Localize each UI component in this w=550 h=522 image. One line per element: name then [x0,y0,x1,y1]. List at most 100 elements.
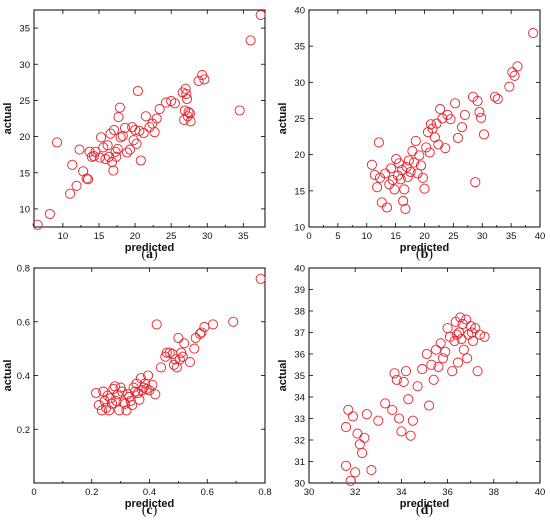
y-axis-label: actual [2,360,14,392]
y-tick-label: 20 [19,132,30,143]
data-point [435,338,446,349]
x-tick-label: 25 [448,231,459,242]
y-tick-label: 35 [19,24,30,35]
data-point [228,316,239,327]
data-point [155,362,167,373]
data-point [149,127,160,138]
y-axis-label: actual [277,103,289,135]
data-point [234,105,245,116]
x-tick-label: 35 [238,231,249,242]
x-tick-label: 0 [306,231,311,242]
data-point [417,172,428,183]
panel-caption-letter: b [421,247,429,262]
data-point [400,203,411,214]
data-point [181,93,193,105]
data-point [350,467,361,478]
x-tick-label: 10 [58,231,69,242]
data-point [207,319,219,330]
y-tick-label: 15 [294,186,305,197]
data-point [445,114,456,125]
data-point [255,10,266,21]
data-point [151,319,162,330]
data-point [199,74,210,85]
data-point [71,180,82,191]
data-point [117,386,128,397]
y-axis-label: actual [2,103,14,135]
x-tick-label: 40 [535,231,546,242]
data-point [245,35,256,46]
data-point [343,404,354,415]
plot-frame [308,267,541,484]
x-tick-label: 34 [396,487,407,498]
data-point [399,184,410,195]
y-tick-label: 10 [294,223,305,234]
x-tick-label: 38 [489,487,500,498]
y-tick-label: 37 [294,328,305,339]
data-point [470,177,481,188]
data-point [122,389,133,400]
data-point [176,347,187,358]
data-point [472,366,483,377]
y-tick-label: 33 [294,414,305,425]
data-point [366,465,377,476]
data-point [180,83,191,94]
data-point [407,146,418,157]
data-point [462,353,473,364]
data-point [403,394,414,405]
data-point [340,422,352,433]
data-point [458,344,469,355]
data-point [140,111,151,122]
y-tick-label: 30 [294,479,305,490]
data-point [429,132,440,143]
data-point [376,197,387,208]
y-tick-label: 40 [294,6,305,17]
data-point [435,104,446,115]
data-point [181,88,192,99]
data-point [184,357,195,368]
data-point [467,336,479,347]
data-point [168,359,180,370]
data-point [380,168,391,179]
data-point [452,357,464,368]
scatter-panel-d: 30 32 34 36 38 40 30 31 32 33 34 35 36 37 38 39 40 predic… [277,264,545,519]
data-point [424,147,435,158]
data-point [110,146,121,157]
panel-caption-letter: c [146,503,152,518]
data-point [143,370,154,381]
data-point [174,354,185,365]
data-point [431,344,442,355]
data-point [131,138,142,149]
data-point [385,163,397,174]
data-point [52,137,63,148]
data-point [387,404,398,415]
data-point [83,174,94,185]
data-point [409,157,420,168]
y-tick-label: 31 [294,457,305,468]
data-point [91,387,102,399]
data-point [114,102,125,113]
plot-frame [33,9,266,228]
data-point [109,125,120,136]
data-point [412,381,423,392]
data-point [449,336,460,347]
panel-caption: (b) [416,247,433,262]
data-point [199,322,210,333]
x-axis-label: predicted [400,498,450,510]
data-point [105,128,116,139]
data-point [345,475,356,486]
data-point [112,143,123,154]
data-point [389,184,400,195]
y-tick-label: 0.4 [17,371,30,382]
data-point [134,394,145,405]
data-points [91,273,266,416]
data-point [381,202,393,213]
data-point [450,98,461,109]
data-point [74,144,85,155]
data-point [361,409,372,420]
data-point [472,96,483,107]
data-point [88,151,99,162]
data-point [99,395,110,407]
y-tick-label: 0.6 [17,317,30,328]
data-point [509,70,520,81]
y-tick-label: 0.8 [17,264,30,275]
